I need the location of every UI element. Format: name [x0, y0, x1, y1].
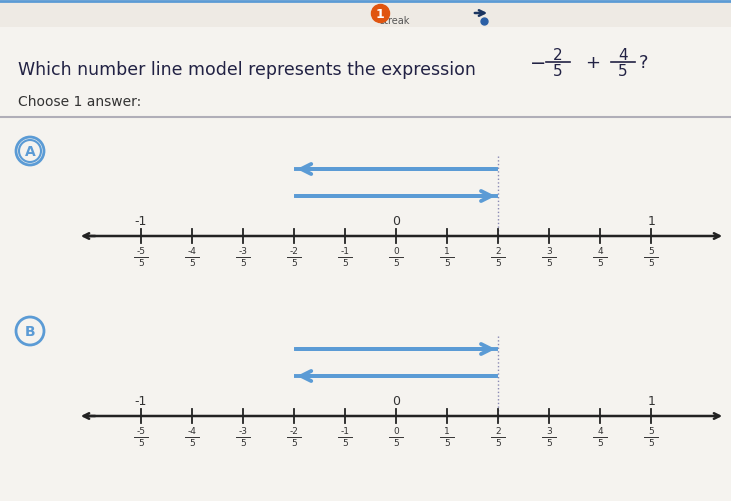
Text: 5: 5 [597, 438, 603, 447]
Text: 5: 5 [597, 259, 603, 268]
Text: 5: 5 [291, 259, 297, 268]
Text: 3: 3 [546, 247, 552, 256]
Text: 5: 5 [240, 259, 246, 268]
Text: -5: -5 [137, 247, 145, 256]
Text: 5: 5 [342, 259, 348, 268]
Text: B: B [25, 324, 35, 338]
Text: 5: 5 [138, 438, 144, 447]
Text: 0: 0 [392, 215, 400, 228]
Text: A: A [25, 145, 35, 159]
Text: 4: 4 [618, 48, 628, 63]
Bar [0, 0, 731, 28]
Text: 5: 5 [546, 438, 552, 447]
Text: 5: 5 [546, 259, 552, 268]
Text: 5: 5 [189, 259, 195, 268]
Text: +: + [586, 54, 600, 72]
Text: -4: -4 [188, 427, 197, 436]
Text: 5: 5 [496, 259, 501, 268]
Text: 5: 5 [496, 438, 501, 447]
Text: 2: 2 [496, 247, 501, 256]
Text: ?: ? [638, 54, 648, 72]
Text: 5: 5 [648, 438, 654, 447]
Text: 5: 5 [240, 438, 246, 447]
Text: 5: 5 [393, 259, 399, 268]
Text: 1: 1 [444, 247, 450, 256]
Text: 0: 0 [392, 395, 400, 408]
Text: 1: 1 [647, 395, 655, 408]
Text: 3: 3 [546, 427, 552, 436]
Text: Which number line model represents the expression: Which number line model represents the e… [18, 61, 476, 79]
Text: -2: -2 [289, 247, 298, 256]
Text: -5: -5 [137, 427, 145, 436]
Text: −: − [530, 54, 546, 72]
Text: -4: -4 [188, 247, 197, 256]
Text: streak: streak [380, 16, 410, 26]
Text: 5: 5 [444, 259, 450, 268]
Text: -3: -3 [238, 247, 248, 256]
Text: Choose 1 answer:: Choose 1 answer: [18, 95, 141, 109]
Text: 5: 5 [648, 259, 654, 268]
Text: 5: 5 [618, 64, 628, 79]
Text: 5: 5 [189, 438, 195, 447]
Text: -3: -3 [238, 427, 248, 436]
Text: 0: 0 [393, 247, 399, 256]
Text: -2: -2 [289, 427, 298, 436]
Text: 5: 5 [444, 438, 450, 447]
Text: -1: -1 [341, 247, 349, 256]
Text: 5: 5 [393, 438, 399, 447]
Text: 4: 4 [597, 427, 603, 436]
Text: 2: 2 [496, 427, 501, 436]
Text: -1: -1 [135, 395, 147, 408]
Text: 5: 5 [648, 427, 654, 436]
Text: 5: 5 [342, 438, 348, 447]
Text: 1: 1 [647, 215, 655, 228]
Text: 5: 5 [138, 259, 144, 268]
Text: 2: 2 [553, 48, 563, 63]
Text: 1: 1 [444, 427, 450, 436]
Text: 4: 4 [597, 247, 603, 256]
Text: 5: 5 [553, 64, 563, 79]
Text: 5: 5 [648, 247, 654, 256]
Text: 0: 0 [393, 427, 399, 436]
Text: -1: -1 [135, 215, 147, 228]
Text: -1: -1 [341, 427, 349, 436]
Text: 5: 5 [291, 438, 297, 447]
Text: 1: 1 [376, 8, 385, 21]
